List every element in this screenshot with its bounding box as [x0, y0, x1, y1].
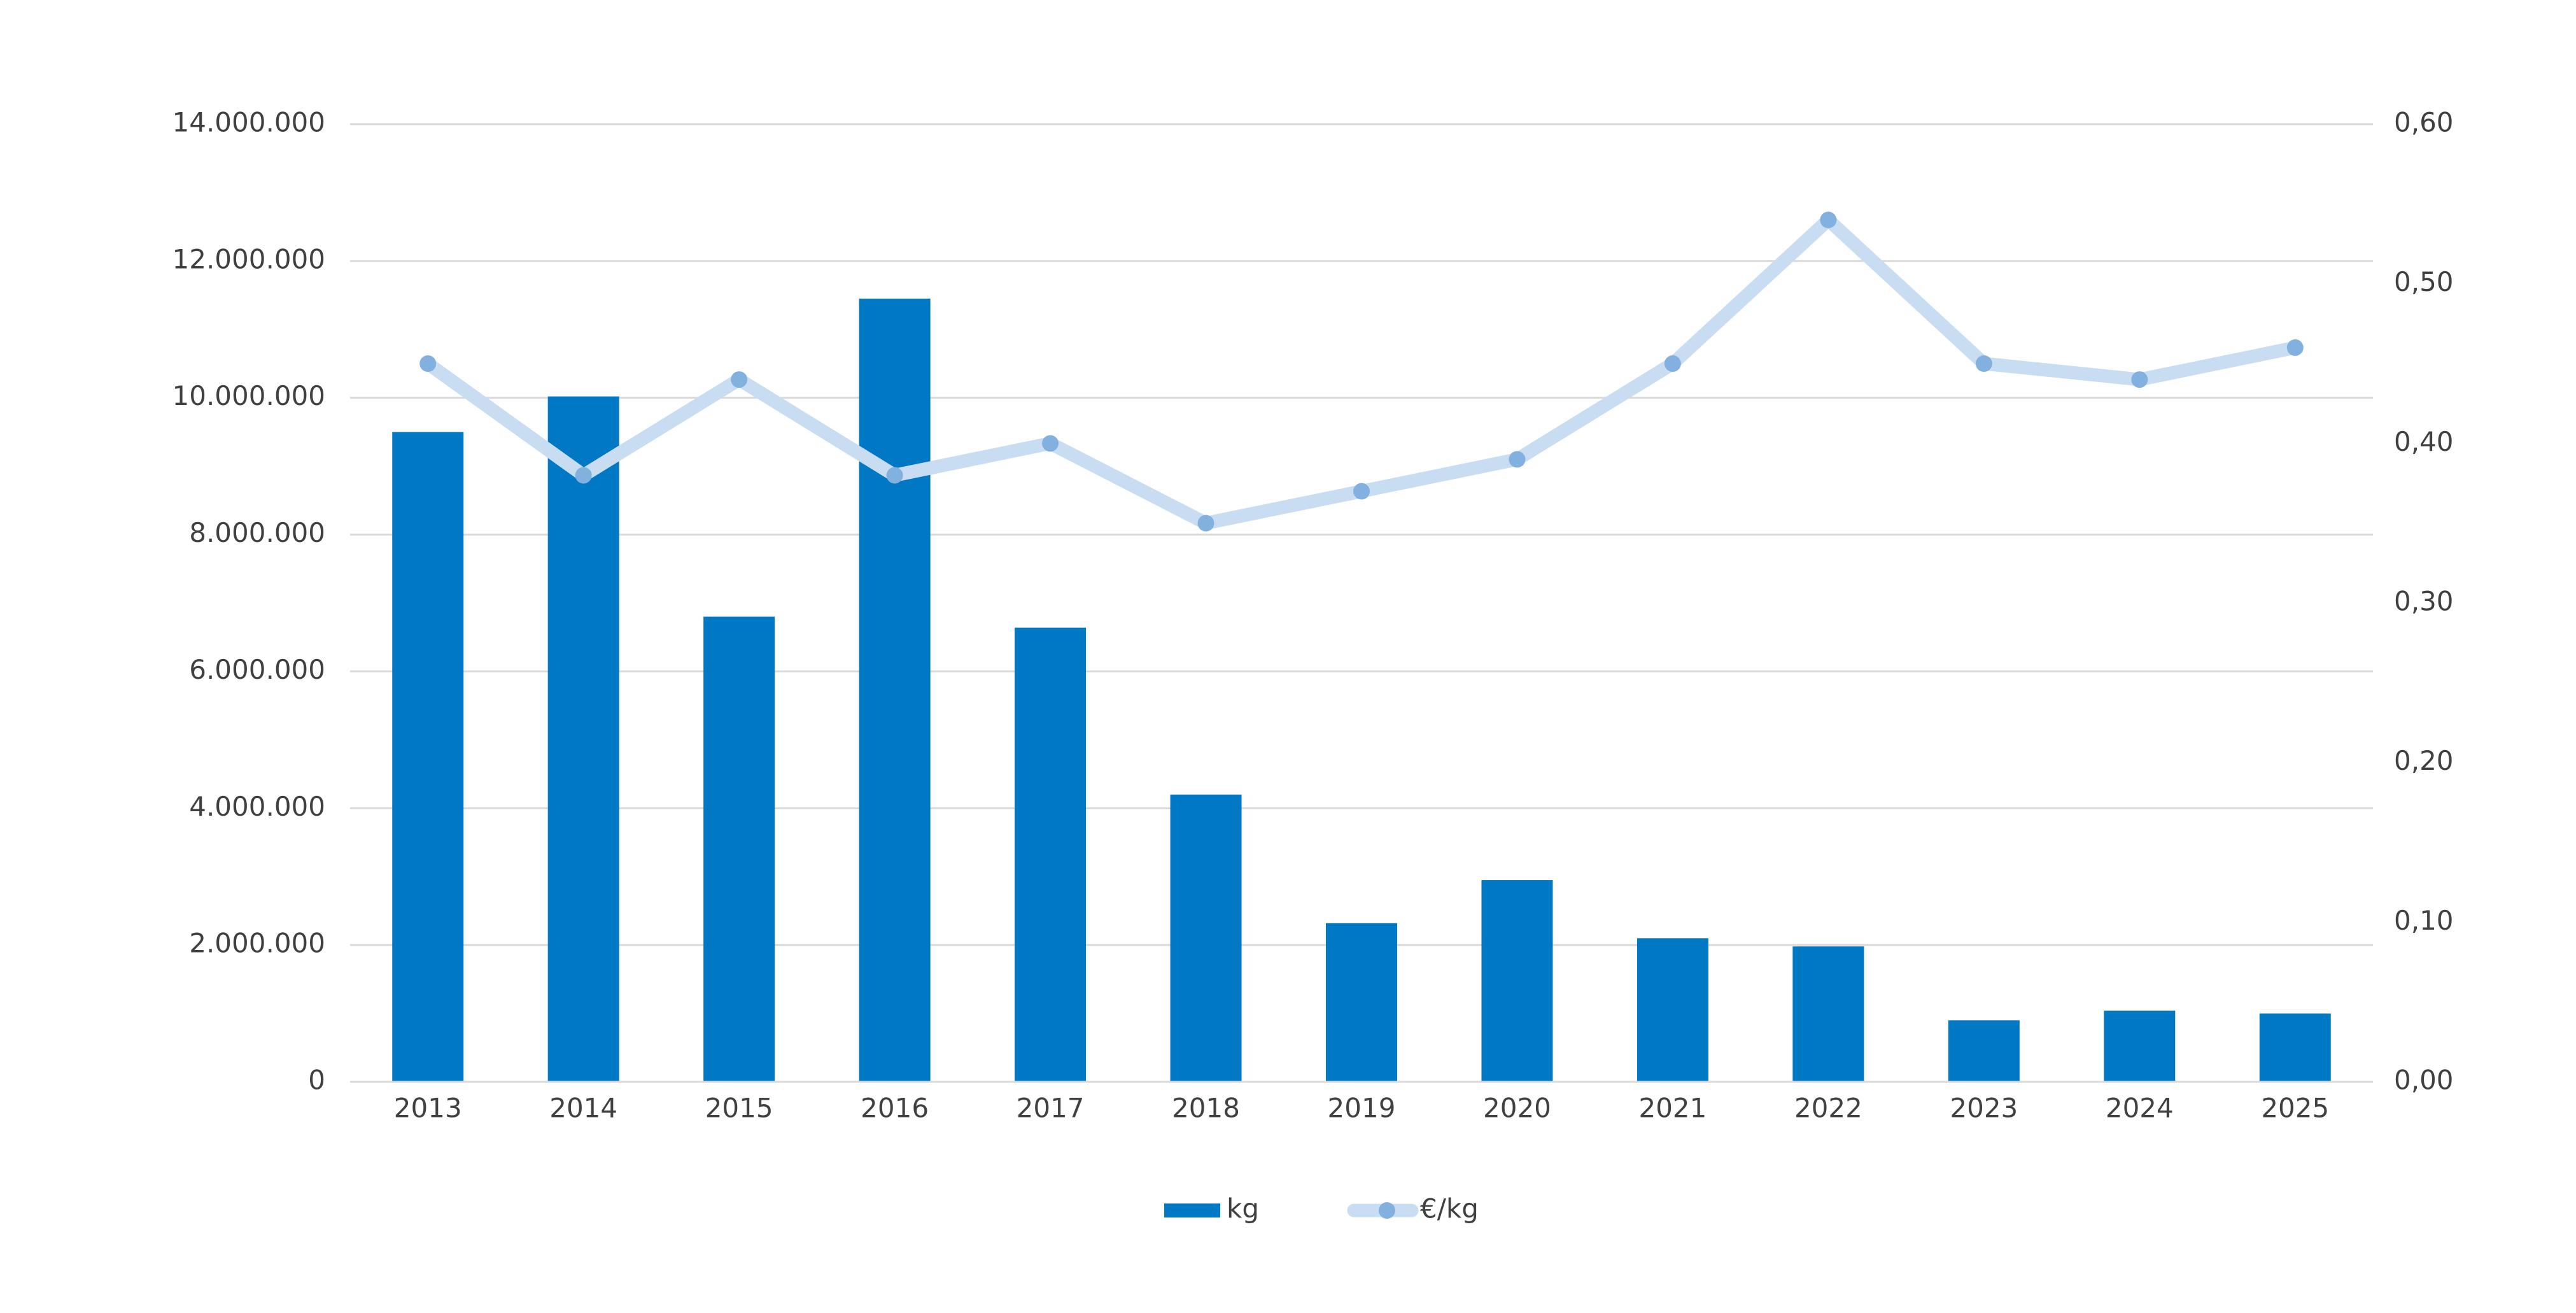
y-tick-label: 12.000.000 — [172, 243, 325, 274]
legend-marker — [1379, 1202, 1395, 1219]
line-marker — [575, 467, 592, 484]
bar — [2259, 1013, 2331, 1082]
x-tick-label: 2016 — [861, 1093, 929, 1124]
line-marker — [2286, 339, 2304, 356]
legend-swatch — [1164, 1203, 1220, 1217]
y2-tick-label: 0,20 — [2394, 745, 2454, 776]
y-tick-label: 4.000.000 — [189, 791, 325, 822]
bar — [1792, 946, 1864, 1082]
bar — [703, 616, 775, 1082]
line — [421, 213, 2302, 530]
x-tick-label: 2024 — [2106, 1093, 2174, 1124]
y-tick-label: 6.000.000 — [189, 654, 325, 685]
line-marker — [1664, 355, 1681, 372]
x-tick-label: 2013 — [394, 1093, 462, 1124]
line-marker — [731, 371, 748, 388]
x-tick-label: 2014 — [549, 1093, 617, 1124]
line-marker — [1353, 483, 1370, 500]
x-tick-label: 2017 — [1017, 1093, 1085, 1124]
y-tick-label: 14.000.000 — [172, 107, 325, 138]
y-tick-label: 2.000.000 — [189, 928, 325, 959]
line-marker — [1975, 355, 1992, 372]
bar — [1481, 880, 1553, 1082]
line-marker — [1197, 515, 1214, 532]
bar — [1170, 794, 1242, 1082]
x-tick-label: 2020 — [1483, 1093, 1551, 1124]
y2-tick-label: 0,50 — [2394, 266, 2454, 297]
x-tick-label: 2023 — [1950, 1093, 2018, 1124]
y-tick-label: 0 — [308, 1065, 325, 1096]
y2-tick-label: 0,40 — [2394, 426, 2454, 457]
line-marker — [419, 355, 437, 372]
x-tick-label: 2015 — [705, 1093, 773, 1124]
y-tick-label: 8.000.000 — [189, 517, 325, 548]
legend-label: kg — [1227, 1193, 1259, 1224]
y2-tick-label: 0,00 — [2394, 1065, 2454, 1096]
line-marker — [1820, 211, 1837, 229]
line-marker — [2131, 371, 2148, 388]
y-tick-label: 10.000.000 — [172, 380, 325, 411]
x-tick-label: 2021 — [1638, 1093, 1707, 1124]
line-marker — [1509, 451, 1526, 468]
bar — [1326, 923, 1397, 1082]
y2-tick-label: 0,60 — [2394, 107, 2454, 138]
x-tick-label: 2019 — [1328, 1093, 1396, 1124]
x-tick-label: 2022 — [1794, 1093, 1862, 1124]
x-tick-label: 2018 — [1172, 1093, 1240, 1124]
line-marker — [1042, 435, 1059, 452]
bar — [1948, 1020, 2020, 1082]
bar — [547, 396, 619, 1082]
bar — [2104, 1011, 2176, 1082]
y2-tick-label: 0,30 — [2394, 586, 2454, 617]
legend-label: €/kg — [1420, 1193, 1479, 1224]
bar — [859, 298, 931, 1082]
bar — [392, 432, 464, 1082]
bar — [1015, 627, 1087, 1082]
x-tick-label: 2025 — [2261, 1093, 2329, 1124]
bar — [1636, 938, 1708, 1082]
line-marker — [886, 467, 903, 484]
y2-tick-label: 0,10 — [2394, 905, 2454, 936]
